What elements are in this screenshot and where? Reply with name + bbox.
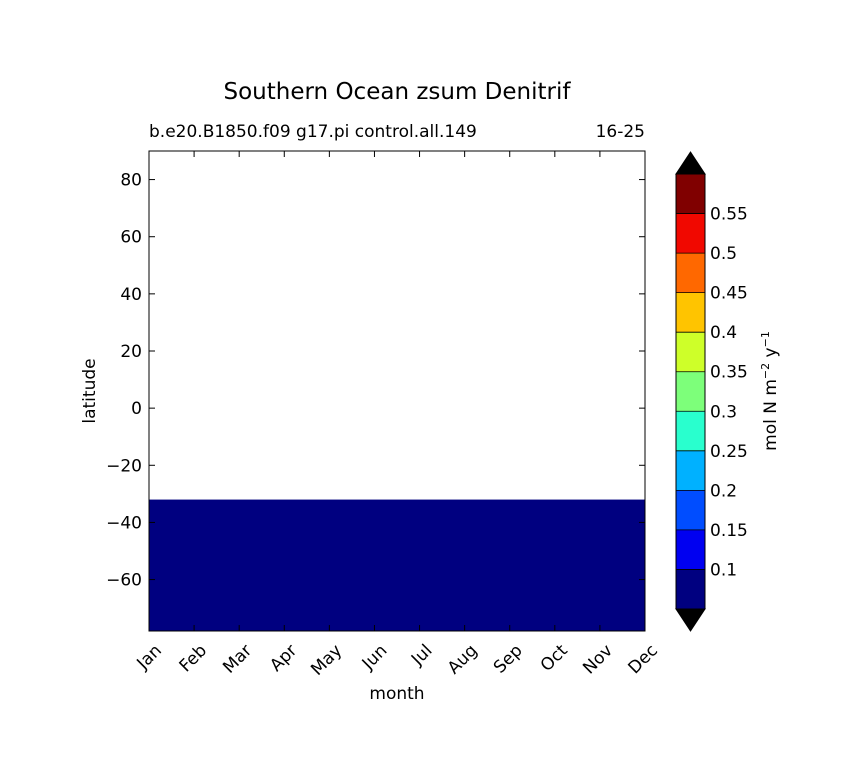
x-tick-label: Oct <box>537 641 572 676</box>
colorbar-segment <box>676 490 705 530</box>
colorbar-segment <box>676 332 705 372</box>
x-tick-label: Aug <box>444 641 482 679</box>
y-axis-label: latitude <box>80 358 100 423</box>
colorbar-label: mol N m−2 y−1 <box>759 331 781 451</box>
y-tick-label: −40 <box>106 513 142 533</box>
colorbar-extend-max <box>675 151 706 175</box>
x-tick-label: Nov <box>579 641 617 679</box>
colorbar-segment <box>676 371 705 412</box>
colorbar-tick-label: 0.45 <box>710 284 748 304</box>
filled-region <box>149 499 645 631</box>
y-tick-label: −60 <box>106 571 142 591</box>
x-tick-label: Jun <box>358 641 392 675</box>
x-tick-label: Jan <box>133 641 166 674</box>
colorbar: 0.1 0.15 0.2 0.25 0.3 0.35 0.4 0.45 0.5 0.55 <box>675 151 748 632</box>
colorbar-tick-label: 0.15 <box>710 521 748 541</box>
y-tick-label: 80 <box>120 171 142 191</box>
x-tick-label: Feb <box>176 641 211 676</box>
x-axis-label: month <box>369 684 424 704</box>
chart-title: Southern Ocean zsum Denitrif <box>224 79 572 105</box>
colorbar-tick-label: 0.25 <box>710 442 748 462</box>
colorbar-tick-label: 0.3 <box>710 402 737 422</box>
x-tick-label: Jul <box>407 641 436 670</box>
colorbar-label-exp2: −1 <box>759 331 772 347</box>
colorbar-tick-label: 0.2 <box>710 481 737 501</box>
colorbar-segment <box>676 174 705 214</box>
x-tick-label: May <box>307 641 346 680</box>
x-tick-label: Apr <box>266 641 301 676</box>
y-tick-label: 0 <box>131 399 142 419</box>
colorbar-tick-label: 0.1 <box>710 560 737 580</box>
colorbar-extend-min <box>675 608 706 632</box>
colorbar-segment <box>676 569 705 609</box>
x-tick-label: Sep <box>490 641 527 678</box>
colorbar-tick-label: 0.35 <box>710 363 748 383</box>
colorbar-segment <box>676 529 705 570</box>
y-axis: 80 60 40 20 0 −20 −40 −60 <box>106 171 645 591</box>
chart-subtitle-right: 16-25 <box>596 122 645 142</box>
colorbar-tick-label: 0.5 <box>710 244 737 264</box>
plot-area <box>148 150 646 632</box>
y-tick-label: 60 <box>120 228 142 248</box>
y-tick-label: −20 <box>106 456 142 476</box>
y-tick-label: 40 <box>120 285 142 305</box>
plot-frame <box>148 150 646 632</box>
colorbar-segment <box>676 292 705 333</box>
colorbar-segment <box>676 450 705 491</box>
colorbar-segment <box>676 411 705 451</box>
colorbar-tick-label: 0.55 <box>710 205 748 225</box>
x-tick-label: Mar <box>219 641 256 678</box>
colorbar-label-mid: y <box>761 347 781 362</box>
colorbar-label-unit: mol N m <box>761 379 781 451</box>
chart-subtitle-left: b.e20.B1850.f09 g17.pi control.all.149 <box>149 122 477 142</box>
colorbar-segment <box>676 253 705 293</box>
y-tick-label: 20 <box>120 342 142 362</box>
x-tick-label: Dec <box>625 641 662 678</box>
colorbar-tick-label: 0.4 <box>710 323 737 343</box>
colorbar-segment <box>676 213 705 254</box>
colorbar-label-exp1: −2 <box>759 363 772 379</box>
colorbar-frame <box>675 173 706 610</box>
